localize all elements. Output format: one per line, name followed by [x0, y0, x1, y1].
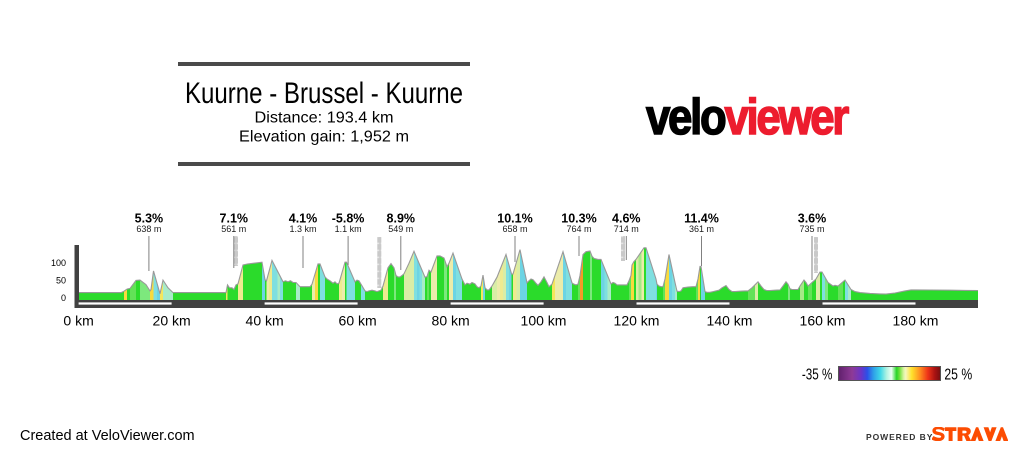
svg-text:10.3%: 10.3%: [561, 212, 596, 226]
svg-text:-5.8%: -5.8%: [332, 212, 365, 226]
svg-text:Kuurne - Brussel - Kuurne: Kuurne - Brussel - Kuurne: [185, 77, 463, 110]
svg-text:20 km: 20 km: [153, 313, 191, 329]
svg-text:658 m: 658 m: [502, 224, 527, 234]
svg-text:40 km: 40 km: [246, 313, 284, 329]
svg-text:50: 50: [56, 276, 66, 286]
svg-text:80 km: 80 km: [432, 313, 470, 329]
svg-text:10.1%: 10.1%: [497, 212, 532, 226]
svg-text:Elevation gain: 1,952 m: Elevation gain: 1,952 m: [239, 129, 409, 146]
svg-text:11.4%: 11.4%: [684, 212, 719, 226]
svg-text:60 km: 60 km: [339, 313, 377, 329]
svg-text:1.1 km: 1.1 km: [335, 224, 362, 234]
svg-text:1.3 km: 1.3 km: [289, 224, 316, 234]
svg-text:140 km: 140 km: [707, 313, 753, 329]
svg-text:160 km: 160 km: [800, 313, 846, 329]
svg-text:361 m: 361 m: [689, 224, 714, 234]
svg-text:120 km: 120 km: [614, 313, 660, 329]
svg-text:8.9%: 8.9%: [387, 212, 416, 226]
svg-text:3.6%: 3.6%: [798, 212, 827, 226]
svg-text:Distance: 193.4 km: Distance: 193.4 km: [255, 110, 394, 127]
svg-text:0 km: 0 km: [63, 313, 93, 329]
svg-text:4.6%: 4.6%: [612, 212, 641, 226]
svg-text:638 m: 638 m: [136, 224, 161, 234]
svg-text:25 %: 25 %: [944, 367, 972, 384]
svg-text:4.1%: 4.1%: [289, 212, 318, 226]
svg-text:764 m: 764 m: [566, 224, 591, 234]
svg-text:735 m: 735 m: [799, 224, 824, 234]
svg-text:-35 %: -35 %: [802, 367, 833, 384]
svg-text:549 m: 549 m: [388, 224, 413, 234]
svg-text:561 m: 561 m: [221, 224, 246, 234]
svg-text:100 km: 100 km: [521, 313, 567, 329]
svg-text:100: 100: [51, 258, 66, 268]
svg-text:0: 0: [61, 293, 66, 303]
svg-text:7.1%: 7.1%: [220, 212, 249, 226]
svg-text:5.3%: 5.3%: [135, 212, 164, 226]
svg-text:180 km: 180 km: [893, 313, 939, 329]
svg-text:714 m: 714 m: [614, 224, 639, 234]
